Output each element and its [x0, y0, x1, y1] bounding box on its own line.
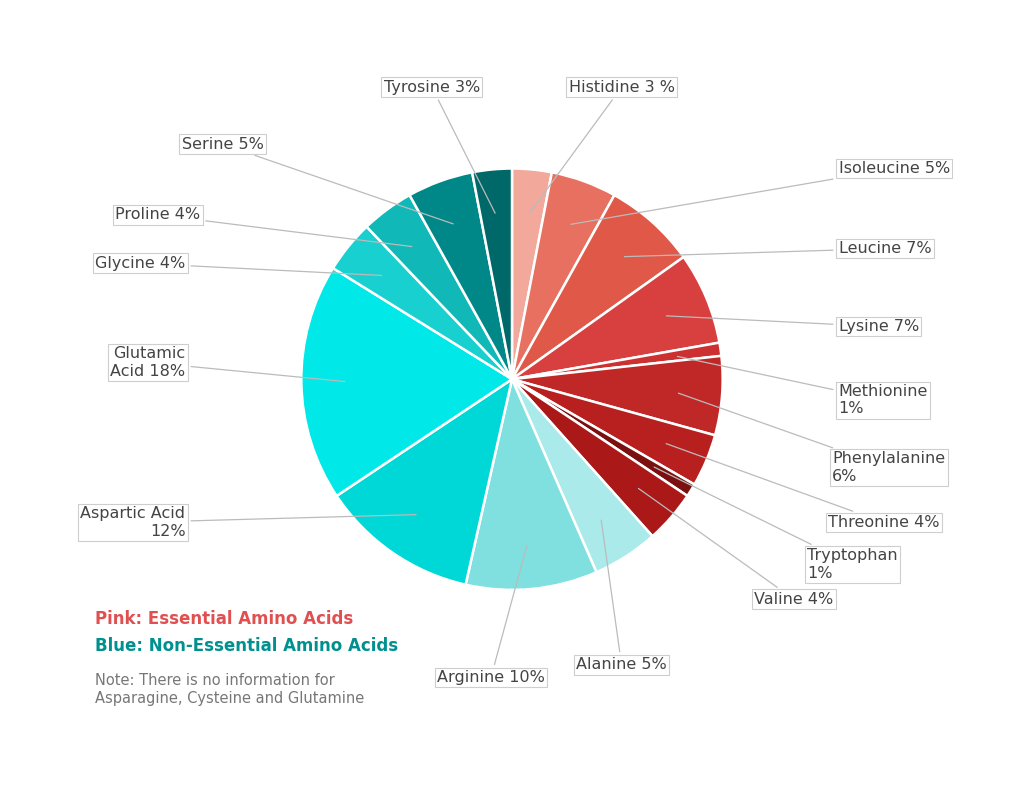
Text: Isoleucine 5%: Isoleucine 5%: [571, 161, 950, 224]
Wedge shape: [512, 172, 614, 379]
Text: Phenylalanine
6%: Phenylalanine 6%: [679, 393, 945, 484]
Wedge shape: [512, 379, 715, 484]
Text: Tyrosine 3%: Tyrosine 3%: [384, 80, 496, 213]
Wedge shape: [301, 268, 512, 496]
Text: Leucine 7%: Leucine 7%: [625, 241, 931, 257]
Text: Pink: Essential Amino Acids: Pink: Essential Amino Acids: [95, 610, 353, 628]
Wedge shape: [512, 379, 652, 572]
Wedge shape: [512, 195, 684, 379]
Wedge shape: [512, 356, 723, 435]
Wedge shape: [367, 195, 512, 379]
Wedge shape: [512, 257, 720, 379]
Wedge shape: [512, 168, 552, 379]
Wedge shape: [337, 379, 512, 585]
Text: Methionine
1%: Methionine 1%: [677, 356, 928, 416]
Text: Glycine 4%: Glycine 4%: [95, 256, 382, 276]
Text: Tryptophan
1%: Tryptophan 1%: [654, 467, 898, 581]
Text: Note: There is no information for
Asparagine, Cysteine and Glutamine: Note: There is no information for Aspara…: [95, 673, 365, 705]
Text: Aspartic Acid
12%: Aspartic Acid 12%: [81, 506, 416, 539]
Text: Proline 4%: Proline 4%: [115, 208, 412, 246]
Wedge shape: [410, 172, 512, 379]
Wedge shape: [512, 343, 721, 379]
Text: Arginine 10%: Arginine 10%: [437, 545, 545, 685]
Wedge shape: [466, 379, 596, 590]
Wedge shape: [512, 379, 687, 536]
Text: Glutamic
Acid 18%: Glutamic Acid 18%: [111, 346, 345, 382]
Text: Threonine 4%: Threonine 4%: [667, 444, 939, 530]
Text: Lysine 7%: Lysine 7%: [667, 316, 919, 334]
Wedge shape: [472, 168, 512, 379]
Text: Serine 5%: Serine 5%: [181, 137, 454, 224]
Text: Blue: Non-Essential Amino Acids: Blue: Non-Essential Amino Acids: [95, 638, 398, 655]
Text: Alanine 5%: Alanine 5%: [577, 520, 667, 672]
Text: Histidine 3 %: Histidine 3 %: [529, 80, 675, 213]
Wedge shape: [333, 227, 512, 379]
Wedge shape: [512, 379, 694, 496]
Text: Valine 4%: Valine 4%: [638, 488, 834, 607]
